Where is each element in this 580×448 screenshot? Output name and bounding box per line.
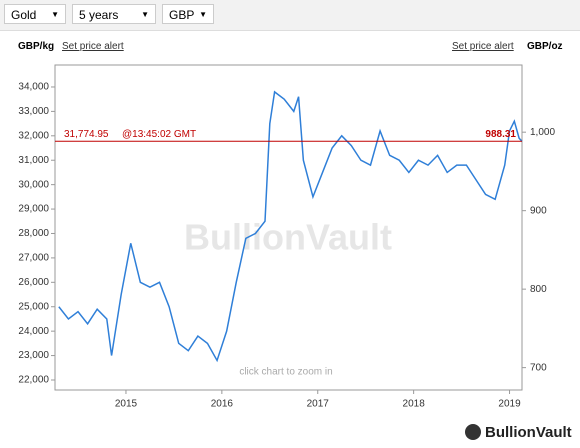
price-alert-link[interactable]: Set price alert [452,41,514,52]
current-price-label: 31,774.95 [64,129,109,140]
x-tick-label: 2018 [403,399,426,410]
toolbar: Gold 5 years GBP [0,0,580,31]
y-tick-label: 31,000 [18,155,49,166]
metal-select[interactable]: Gold [4,4,66,25]
price-line [58,90,523,363]
x-tick-label: 2017 [307,399,330,410]
y-tick-label: 29,000 [18,204,49,215]
currency-select[interactable]: GBP [162,4,214,25]
left-unit: GBP/kg [18,41,55,52]
y-tick-label: 33,000 [18,106,49,117]
y2-tick-label: 1,000 [530,127,555,138]
x-tick-label: 2019 [498,399,521,410]
y-tick-label: 25,000 [18,301,49,312]
zoom-hint: click chart to zoom in [239,367,332,378]
y-tick-label: 34,000 [18,82,49,93]
period-select[interactable]: 5 years [72,4,156,25]
y-tick-label: 32,000 [18,130,49,141]
price-alert-link[interactable]: Set price alert [62,41,124,52]
current-price-time: @13:45:02 GMT [122,129,196,140]
x-tick-label: 2016 [211,399,234,410]
y-tick-label: 26,000 [18,277,49,288]
y2-tick-label: 800 [530,284,547,295]
y-tick-label: 27,000 [18,253,49,264]
plot-frame [54,64,523,391]
y-tick-label: 22,000 [18,375,49,386]
watermark: BullionVault [184,217,392,258]
current-price-oz: 988.31 [485,129,516,140]
y2-tick-label: 700 [530,362,547,373]
x-tick-label: 2015 [115,399,138,410]
logo: BullionVault [485,424,572,441]
y-tick-label: 24,000 [18,326,49,337]
y-tick-label: 23,000 [18,350,49,361]
y-tick-label: 28,000 [18,228,49,239]
logo-icon [465,424,481,440]
right-unit: GBP/oz [527,41,563,52]
y-tick-label: 30,000 [18,179,49,190]
y2-tick-label: 900 [530,205,547,216]
